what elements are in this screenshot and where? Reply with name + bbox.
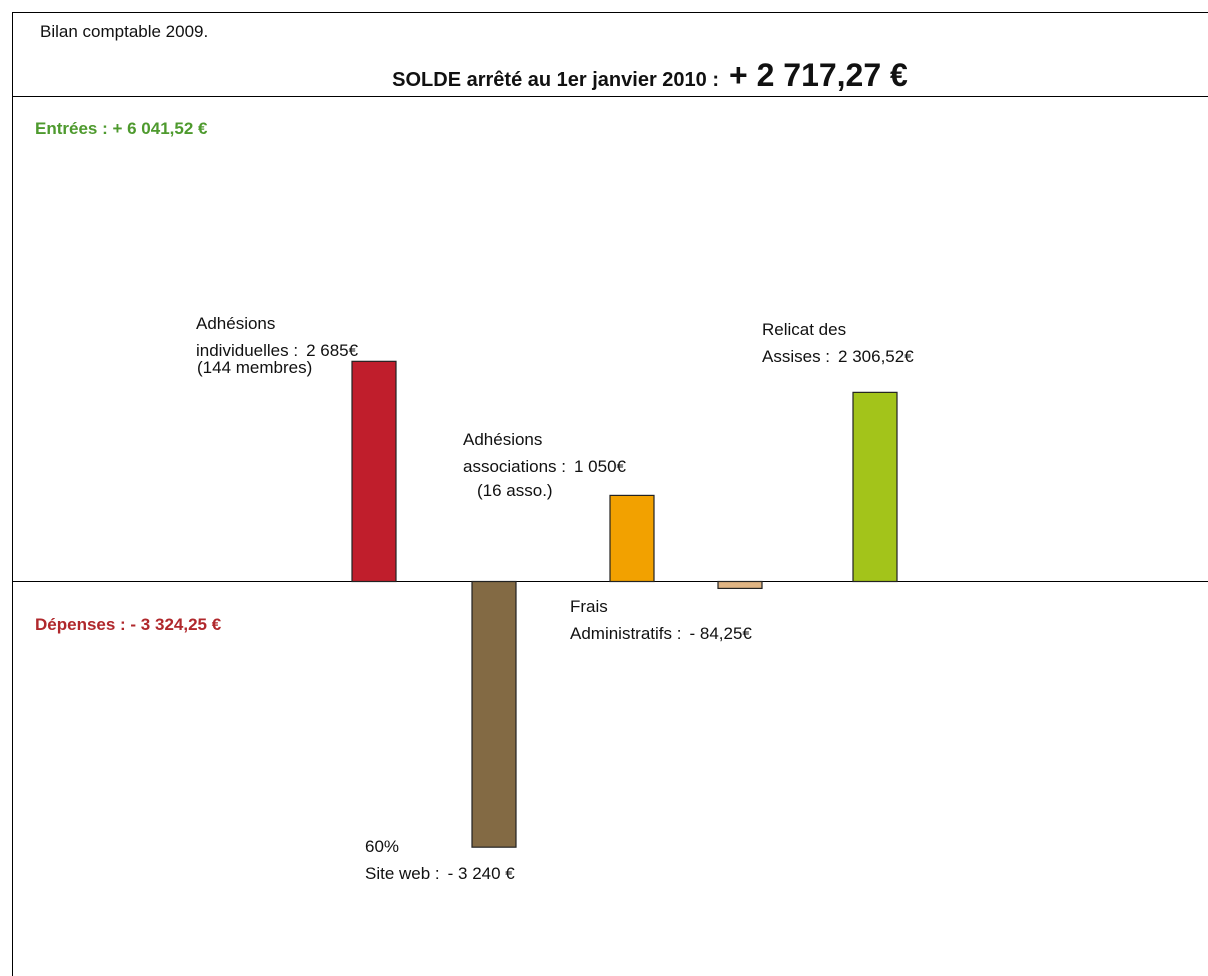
label-line: Adhésions bbox=[196, 314, 275, 333]
bar-label: associations : 1 050€ bbox=[463, 457, 627, 476]
bar-label: Assises : 2 306,52€ bbox=[762, 347, 914, 366]
value-label: - 3 240 € bbox=[448, 864, 516, 883]
balance: + 2 717,27 € bbox=[729, 57, 908, 93]
label-line: Adhésions bbox=[463, 430, 542, 449]
bar-label: Relicat des bbox=[762, 320, 846, 339]
bar-label: Frais bbox=[570, 597, 608, 616]
value-label: 2 685€ bbox=[306, 341, 359, 360]
bar-label: Adhésions bbox=[463, 430, 542, 449]
label-line: individuelles : bbox=[196, 341, 298, 360]
bar bbox=[471, 580, 517, 848]
label-line: Frais bbox=[570, 597, 608, 616]
value-label: 2 306,52€ bbox=[838, 347, 914, 366]
bar bbox=[717, 580, 763, 590]
value-label: - 84,25€ bbox=[689, 624, 752, 643]
bar-label: Site web : - 3 240 € bbox=[365, 864, 515, 883]
label-line: 60% bbox=[365, 837, 399, 856]
label-line: Relicat des bbox=[762, 320, 846, 339]
label-line: Administratifs : bbox=[570, 624, 681, 643]
bar bbox=[852, 391, 898, 583]
bar bbox=[609, 494, 655, 583]
bar-note: (16 asso.) bbox=[477, 481, 553, 500]
chart-title: Bilan comptable 2009. bbox=[40, 22, 208, 41]
bar-note: (144 membres) bbox=[197, 358, 312, 377]
subtitle: SOLDE arrêté au 1er janvier 2010 : bbox=[392, 69, 719, 91]
bar-label: 60% bbox=[365, 837, 399, 856]
label-line: Assises : bbox=[762, 347, 830, 366]
bar bbox=[351, 360, 397, 583]
expense-label: Dépenses : - 3 324,25 € bbox=[35, 615, 222, 634]
bar-label: Administratifs : - 84,25€ bbox=[570, 624, 752, 643]
bar-label: individuelles : 2 685€ bbox=[196, 341, 359, 360]
label-line: associations : bbox=[463, 457, 566, 476]
subtitle-line: SOLDE arrêté au 1er janvier 2010 : + 2 71… bbox=[392, 57, 908, 93]
value-label: 1 050€ bbox=[574, 457, 627, 476]
label-line: Site web : bbox=[365, 864, 440, 883]
income-label: Entrées : + 6 041,52 € bbox=[35, 119, 208, 138]
bar-label: Adhésions bbox=[196, 314, 275, 333]
